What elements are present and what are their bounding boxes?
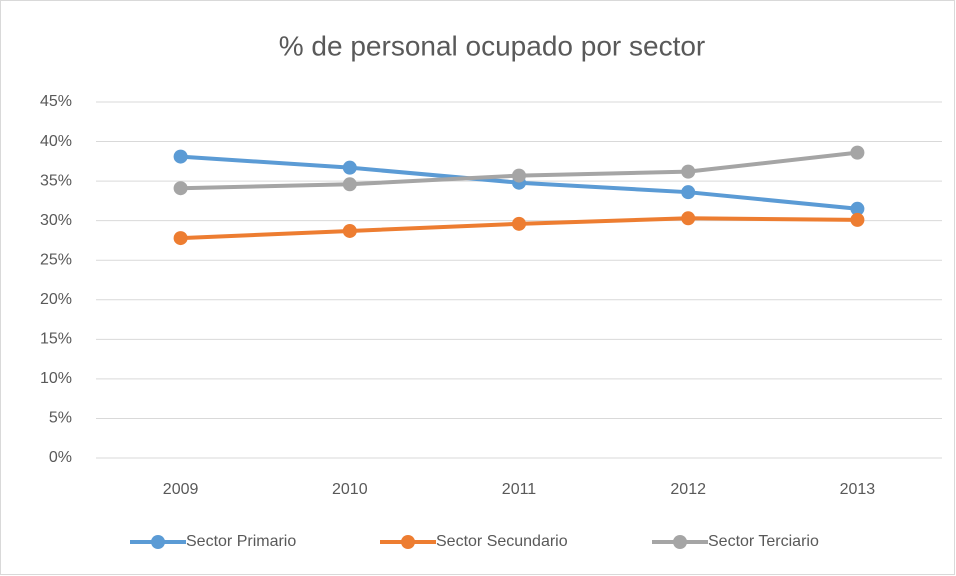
data-point	[850, 145, 865, 160]
data-point	[173, 231, 188, 246]
data-point	[342, 160, 357, 175]
x-tick-label: 2012	[670, 481, 706, 498]
x-tick-label: 2013	[840, 481, 876, 498]
data-point	[342, 177, 357, 192]
y-tick-label: 5%	[49, 410, 72, 427]
data-point	[681, 211, 696, 226]
data-point	[173, 181, 188, 196]
y-tick-label: 30%	[40, 212, 72, 229]
y-tick-label: 40%	[40, 133, 72, 150]
y-tick-label: 15%	[40, 331, 72, 348]
y-tick-label: 20%	[40, 291, 72, 308]
data-point	[342, 223, 357, 238]
legend-marker	[151, 535, 165, 549]
legend-marker	[401, 535, 415, 549]
data-point	[173, 149, 188, 164]
legend-label: Sector Secundario	[436, 533, 568, 550]
chart-title: % de personal ocupado por sector	[279, 30, 706, 61]
legend-marker	[673, 535, 687, 549]
y-tick-label: 45%	[40, 93, 72, 110]
x-tick-label: 2011	[502, 481, 537, 498]
y-tick-label: 35%	[40, 172, 72, 189]
data-point	[850, 212, 865, 227]
y-tick-label: 0%	[49, 449, 72, 466]
data-point	[850, 201, 865, 216]
y-tick-label: 25%	[40, 251, 72, 268]
y-tick-label: 10%	[40, 370, 72, 387]
legend-label: Sector Primario	[186, 533, 296, 550]
x-tick-label: 2010	[332, 481, 368, 498]
data-point	[512, 216, 526, 231]
legend-label: Sector Terciario	[708, 533, 819, 550]
data-point	[512, 168, 526, 183]
data-point	[681, 164, 696, 179]
x-tick-label: 2009	[163, 481, 199, 498]
data-point	[681, 185, 696, 200]
